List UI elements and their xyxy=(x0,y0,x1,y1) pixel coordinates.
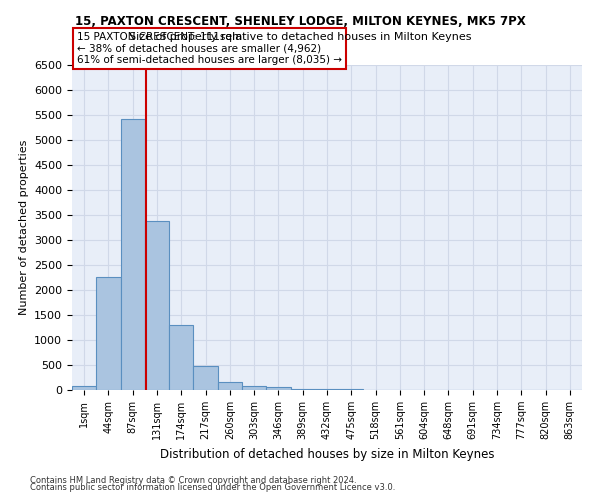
Bar xyxy=(145,221,169,390)
Text: Size of property relative to detached houses in Milton Keynes: Size of property relative to detached ho… xyxy=(129,32,471,42)
Y-axis label: Number of detached properties: Number of detached properties xyxy=(19,140,29,315)
Bar xyxy=(121,118,145,390)
Bar xyxy=(72,386,96,390)
Bar xyxy=(96,276,121,390)
Bar xyxy=(315,389,339,390)
Bar xyxy=(193,366,218,390)
Bar xyxy=(218,382,242,390)
Bar xyxy=(339,389,364,390)
Text: Contains public sector information licensed under the Open Government Licence v3: Contains public sector information licen… xyxy=(30,484,395,492)
Bar xyxy=(290,388,315,390)
Bar xyxy=(266,387,290,390)
Text: 15, PAXTON CRESCENT, SHENLEY LODGE, MILTON KEYNES, MK5 7PX: 15, PAXTON CRESCENT, SHENLEY LODGE, MILT… xyxy=(74,15,526,28)
Text: Contains HM Land Registry data © Crown copyright and database right 2024.: Contains HM Land Registry data © Crown c… xyxy=(30,476,356,485)
Bar xyxy=(169,325,193,390)
Text: 15 PAXTON CRESCENT: 111sqm
← 38% of detached houses are smaller (4,962)
61% of s: 15 PAXTON CRESCENT: 111sqm ← 38% of deta… xyxy=(77,32,342,65)
X-axis label: Distribution of detached houses by size in Milton Keynes: Distribution of detached houses by size … xyxy=(160,448,494,460)
Bar xyxy=(242,386,266,390)
